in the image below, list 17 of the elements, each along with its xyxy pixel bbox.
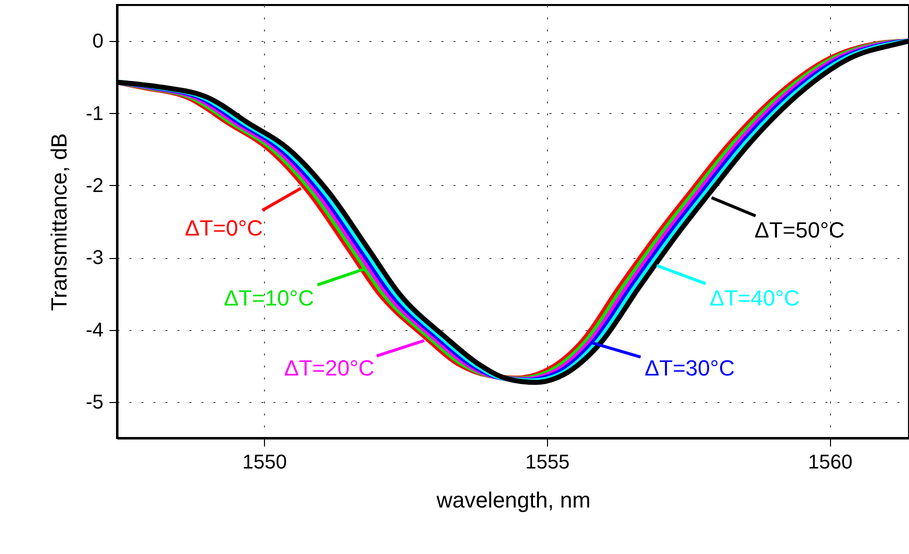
annotation: ΔT=0°C [184,215,263,240]
annotation: ΔT=30°C [644,356,735,381]
y-tick-label: -4 [86,319,104,342]
y-tick-label: -2 [86,174,104,197]
y-axis-title: Transmittance, dB [46,133,72,311]
annotation: ΔT=50°C [754,218,845,243]
x-tick-label: 1550 [242,452,287,474]
annotation: ΔT=40°C [710,286,800,311]
y-tick-label: -5 [86,391,104,414]
y-tick-label: -1 [86,102,104,125]
annotation: ΔT=20°C [284,356,374,381]
x-tick-label: 1555 [525,452,570,474]
x-axis-title: wavelength, nm [435,488,591,512]
annotation: ΔT=10°C [224,285,314,310]
y-tick-label: 0 [92,30,104,53]
y-tick-label: -3 [86,247,104,270]
x-tick-label: 1560 [808,452,853,474]
